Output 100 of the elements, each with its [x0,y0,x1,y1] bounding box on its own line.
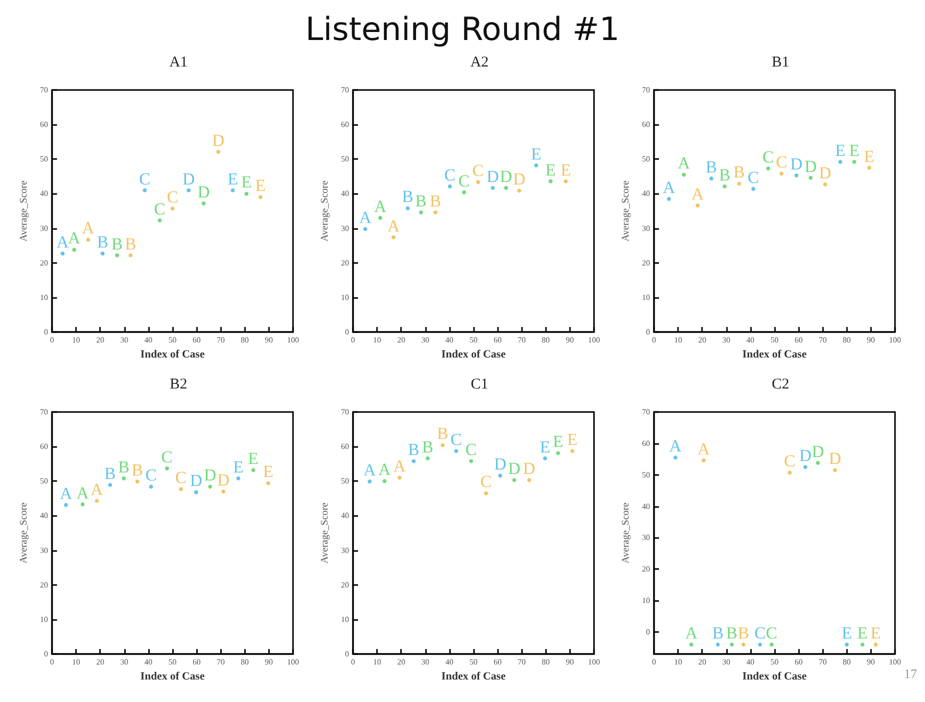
data-label: A [82,218,96,238]
x-tick-label: 70 [216,658,225,666]
x-tick-label: 70 [216,336,225,344]
x-tick-label: 40 [144,658,152,666]
data-label: C [145,466,157,485]
y-tick-label: 40 [40,511,48,520]
data-label: A [378,460,392,480]
data-label: E [552,432,564,452]
x-axis-title: Index of Case [441,670,506,682]
data-label: A [363,460,376,480]
x-tick-label: 10 [72,336,80,344]
data-label: B [422,437,434,456]
point [186,188,191,192]
y-tick-label: 30 [642,224,650,233]
point [60,252,65,256]
point [108,482,112,487]
point [770,642,774,647]
point [448,184,452,188]
data-label: D [486,166,499,186]
y-tick-label: 30 [341,224,349,233]
data-label: E [857,624,868,643]
point [823,182,828,186]
point [115,253,120,258]
data-label: B [402,187,414,206]
x-tick-label: 70 [518,658,526,666]
x-tick-label: 0 [351,336,355,344]
y-tick-label: 20 [40,258,48,268]
data-label: B [718,165,730,184]
data-label: D [204,466,216,485]
x-tick-label: 0 [351,658,355,666]
data-label: E [835,140,846,160]
x-tick-label: 50 [168,658,176,666]
point [779,172,784,176]
point [94,498,99,503]
x-tick-label: 90 [866,658,875,666]
data-label: B [712,624,724,643]
point [689,642,694,647]
data-label: C [766,624,778,643]
y-tick-label: 70 [40,86,48,94]
point [808,176,813,180]
x-tick-label: 30 [722,658,730,666]
point [469,459,474,464]
y-tick-label: 60 [642,438,650,448]
point [803,465,808,469]
point [673,456,678,460]
data-label: B [436,424,448,444]
data-label: B [733,162,745,182]
data-label: A [669,436,682,456]
data-label: C [776,152,788,172]
data-label: C [458,171,470,190]
data-label: B [111,234,123,254]
y-tick-label: 30 [40,546,48,555]
data-label: C [480,472,492,492]
data-label: E [255,176,266,196]
data-label: B [118,457,130,476]
x-axis-title: Index of Case [140,348,205,360]
point [412,459,416,464]
data-label: B [726,624,738,643]
data-label: E [530,144,542,164]
x-tick-label: 70 [518,336,526,344]
x-tick-label: 20 [698,336,706,344]
x-tick-label: 20 [96,336,104,344]
y-tick-label: 50 [642,470,650,480]
point [363,226,368,231]
y-tick-label: 20 [642,258,650,268]
y-tick-label: 40 [40,189,48,198]
data-label: C [444,165,456,184]
y-tick-label: 0 [646,628,650,636]
data-label: C [784,452,796,471]
data-label: A [90,480,104,499]
x-tick-label: 20 [698,658,706,666]
point [788,470,792,475]
data-label: A [56,232,70,252]
y-tick-label: 50 [40,476,48,486]
point [484,491,488,496]
data-label: B [706,158,718,177]
point [716,642,720,647]
data-label: B [408,440,420,460]
point [149,484,154,489]
y-tick-label: 30 [40,224,48,233]
point [72,248,76,252]
point [368,479,372,484]
point [682,172,686,177]
point [737,182,742,186]
point [504,186,508,190]
x-tick-label: 30 [120,336,128,344]
x-tick-label: 10 [72,658,80,666]
x-tick-label: 70 [818,336,827,344]
data-label: D [190,471,202,490]
point [406,206,410,210]
point [564,179,568,184]
x-tick-label: 40 [445,658,454,666]
point [832,468,837,472]
data-label: C [762,147,774,166]
x-tick-label: 80 [542,336,550,344]
y-tick-label: 20 [40,580,48,590]
x-tick-label: 10 [373,336,382,344]
point [122,476,126,480]
data-label: E [864,146,874,166]
data-label: A [76,483,90,502]
